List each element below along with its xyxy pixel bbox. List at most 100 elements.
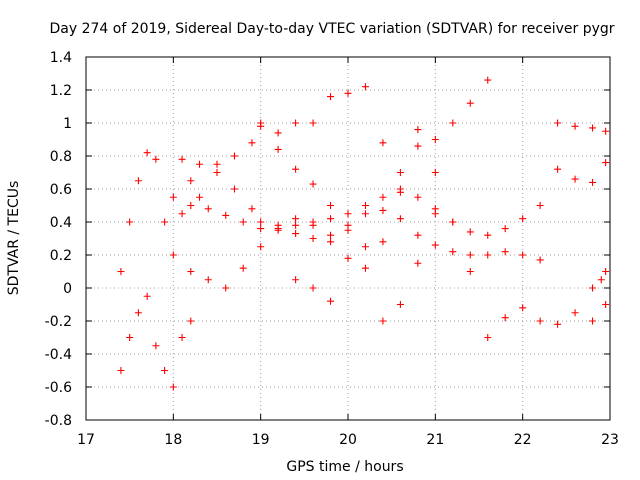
data-point [257, 225, 265, 233]
data-point [571, 309, 579, 317]
data-point [169, 251, 177, 259]
data-point [178, 334, 186, 341]
data-point [414, 126, 422, 134]
data-point [449, 119, 457, 127]
data-point [449, 218, 457, 226]
data-point [187, 202, 195, 209]
data-point [196, 160, 204, 168]
data-point [414, 259, 422, 267]
data-point [204, 205, 212, 213]
x-tick-label: 22 [514, 432, 532, 448]
x-tick-label: 17 [77, 432, 95, 448]
data-point [178, 210, 186, 218]
tick-labels: 17 18 19 20 21 22 23 -0.8 -0.6 -0.4 -0.2 0 0.2 0.4 0.6… [45, 50, 619, 448]
y-axis-label: SDTVAR / TECUs [6, 181, 22, 296]
data-point [589, 317, 597, 325]
series-track-e [187, 210, 439, 325]
data-point [327, 231, 335, 239]
data-point [239, 264, 247, 272]
data-point [257, 243, 265, 251]
data-point [536, 202, 544, 209]
data-point [361, 243, 369, 251]
data-point [466, 251, 474, 259]
data-point [292, 230, 300, 238]
data-point [327, 215, 335, 223]
data-point [484, 231, 492, 239]
data-point [466, 268, 474, 275]
gridlines [86, 57, 610, 420]
y-tick-label: -0.4 [45, 347, 72, 363]
data-point [554, 119, 562, 127]
y-tick-label: 0.2 [50, 248, 72, 264]
series-track-f [117, 149, 204, 275]
data-point [152, 342, 160, 350]
axis-ticks [85, 56, 611, 421]
data-point [248, 139, 256, 147]
data-point [292, 119, 300, 127]
data-point [309, 284, 317, 292]
data-point [602, 159, 610, 167]
x-tick-label: 21 [426, 432, 444, 448]
data-point [292, 165, 300, 173]
data-point [161, 218, 169, 226]
data-point [414, 231, 422, 239]
series-track-h [292, 276, 335, 305]
data-point [187, 268, 195, 275]
data-point [484, 76, 492, 84]
data-point [431, 210, 439, 218]
data-point [361, 202, 369, 209]
data-point [178, 155, 186, 163]
data-point [554, 165, 562, 173]
data-point [597, 276, 605, 284]
data-point [143, 292, 151, 300]
data-point [213, 160, 221, 168]
data-point [431, 241, 439, 249]
data-point [501, 248, 509, 256]
y-tick-label: 1.2 [50, 83, 72, 99]
data-point [117, 367, 125, 374]
data-point [327, 93, 335, 101]
data-point [344, 210, 352, 218]
data-point [396, 215, 404, 223]
data-point [327, 297, 335, 305]
data-point [344, 254, 352, 262]
data-point [571, 175, 579, 183]
data-markers [117, 76, 610, 391]
data-point [126, 218, 134, 226]
y-tick-label: 1 [63, 116, 72, 132]
data-point [431, 136, 439, 143]
data-point [126, 334, 134, 341]
data-point [222, 284, 230, 292]
series-track-b [169, 159, 610, 239]
data-point [379, 139, 387, 147]
data-point [519, 215, 527, 223]
data-point [361, 264, 369, 272]
data-point [274, 129, 282, 137]
x-tick-label: 19 [252, 432, 270, 448]
data-point [571, 122, 579, 130]
data-point [414, 193, 422, 201]
data-point [501, 314, 509, 322]
data-point [257, 218, 265, 226]
series-track-g [117, 292, 195, 391]
data-point [292, 221, 300, 229]
data-point [519, 304, 527, 312]
data-point [449, 248, 457, 256]
data-point [196, 193, 204, 201]
data-point [117, 268, 125, 275]
data-point [204, 276, 212, 284]
data-point [602, 301, 610, 308]
data-point [187, 177, 195, 185]
y-tick-label: -0.6 [45, 380, 72, 396]
data-point [309, 235, 317, 242]
series-track-a [178, 155, 544, 264]
x-tick-label: 20 [339, 432, 357, 448]
data-point [379, 238, 387, 246]
data-point [292, 215, 300, 223]
data-point [134, 177, 142, 185]
data-point [501, 225, 509, 233]
x-tick-label: 18 [164, 432, 182, 448]
y-tick-label: 0 [63, 281, 72, 297]
y-tick-label: -0.8 [45, 413, 72, 429]
